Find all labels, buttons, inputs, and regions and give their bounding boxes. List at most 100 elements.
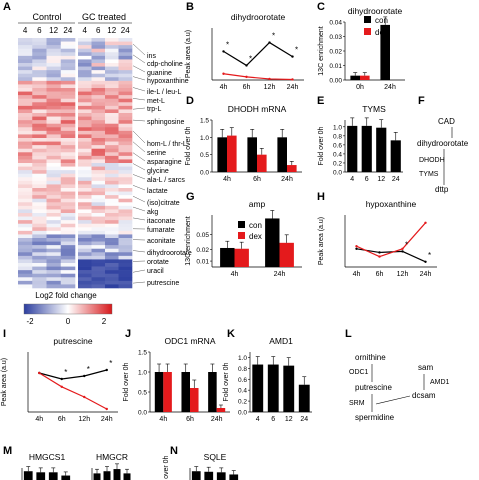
heatmap-cell (32, 159, 47, 164)
heatmap-cell (105, 202, 119, 207)
heatmap-cell (78, 205, 92, 210)
heatmap-cell (18, 202, 33, 207)
bar-dex (376, 127, 387, 172)
heatmap-cell (118, 105, 133, 110)
heatmap-cell (60, 266, 76, 271)
heatmap-cell (32, 134, 47, 139)
heatmap-cell (60, 227, 76, 232)
heatmap-cell (78, 70, 92, 75)
pathway-f-tyms: TYMS (419, 171, 439, 178)
heatmap-cell (32, 66, 47, 71)
bar-dex (204, 471, 214, 480)
heatmap-cell (105, 177, 119, 182)
heatmap-cell (78, 195, 92, 200)
heatmap-cell (91, 280, 106, 285)
heatmap-cell (32, 188, 47, 192)
y-tick-label: 0.01 (329, 63, 342, 70)
panel-letter-i: I (3, 328, 6, 340)
series-point-con (378, 251, 381, 254)
heatmap-cell (32, 45, 47, 50)
heatmap-cell (78, 73, 92, 78)
legend-c: con dex (364, 16, 388, 37)
heatmap-cell (60, 277, 76, 282)
heatmap-cell (78, 184, 92, 189)
heatmap-cell (60, 202, 76, 207)
heatmap-cell (32, 198, 47, 203)
panel-letter-f: F (418, 95, 425, 107)
heatmap-cell (60, 180, 76, 185)
heatmap-cell (78, 177, 92, 182)
y-tick-label: 0.00 (329, 78, 342, 85)
pathway-f-dhodh: DHODH (419, 157, 445, 164)
chart-n: SQLE Fold over 0h (163, 452, 239, 480)
heatmap-cell (46, 45, 62, 50)
heatmap-cell (46, 213, 62, 217)
heatmap-cell (78, 145, 92, 150)
heatmap-cell (32, 170, 47, 175)
heatmap-cell (46, 130, 62, 135)
x-tick-label: 12h (78, 416, 90, 423)
heatmap-cell (78, 234, 92, 239)
series-point-con (355, 247, 358, 250)
heatmap-cell (78, 123, 92, 128)
heatmap-cell (91, 152, 106, 157)
heatmap-cell (46, 63, 62, 67)
heatmap-cell (32, 70, 47, 75)
heatmap-cell (78, 263, 92, 267)
heatmap-time-label: 12 (107, 26, 116, 35)
heatmap-cell (46, 105, 62, 110)
heatmap-cell (18, 77, 33, 82)
heatmap-cell (32, 120, 47, 125)
chart-ylabel: Fold over 0h (163, 455, 170, 480)
bar-dex (216, 408, 226, 412)
heatmap-cell (32, 141, 47, 146)
heatmap-cell (91, 245, 106, 250)
chart-ylabel: 13C enrichment (185, 216, 192, 265)
heatmap-cell (18, 70, 33, 75)
heatmap-cell (118, 213, 133, 217)
heatmap-cell (18, 270, 33, 275)
heatmap-cell (78, 152, 92, 157)
heatmap-cell (105, 188, 119, 192)
heatmap-cell (78, 277, 92, 282)
heatmap-cell (91, 273, 106, 278)
heatmap-cell (91, 248, 106, 253)
heatmap-cell (46, 88, 62, 92)
heatmap-cell (32, 48, 47, 53)
heatmap-cell (60, 241, 76, 246)
y-tick-label: 0.6 (333, 142, 342, 149)
heatmap-cell (78, 105, 92, 110)
heatmap-cell (32, 127, 47, 132)
heatmap-cell (32, 284, 47, 289)
y-tick-label: 0.8 (238, 366, 247, 373)
chart-ylabel: Fold over 0h (223, 362, 230, 401)
heatmap-time-label: 12 (49, 26, 58, 35)
x-tick-label: 0h (356, 84, 364, 91)
heatmap-cell (118, 209, 133, 214)
heatmap-cell (60, 248, 76, 253)
panel-letter-j: J (125, 328, 131, 340)
x-tick-label: 4h (231, 271, 239, 278)
series-point-con (245, 64, 248, 67)
heatmap-cell (91, 105, 106, 110)
heatmap-cell (118, 45, 133, 50)
heatmap-cell (18, 180, 33, 185)
heatmap-cell (118, 38, 133, 42)
legend-c-con-label: con (375, 16, 388, 25)
colorbar-title: Log2 fold change (35, 291, 97, 300)
heatmap-cell (32, 130, 47, 135)
heatmap-cell (78, 273, 92, 278)
heatmap-cell (32, 273, 47, 278)
heatmap-cell (46, 70, 62, 75)
heatmap-cell (118, 270, 133, 275)
heatmap-cell (18, 166, 33, 171)
bar-dex (36, 472, 46, 480)
heatmap-cell (91, 66, 106, 71)
pathway-l-odc1: ODC1 (349, 369, 369, 376)
heatmap-cell (32, 73, 47, 78)
heatmap-cell (60, 173, 76, 178)
heatmap-cell (118, 63, 133, 67)
heatmap-cell (118, 98, 133, 103)
heatmap-cell (105, 198, 119, 203)
heatmap-metabolite-label: aconitate (147, 238, 176, 245)
